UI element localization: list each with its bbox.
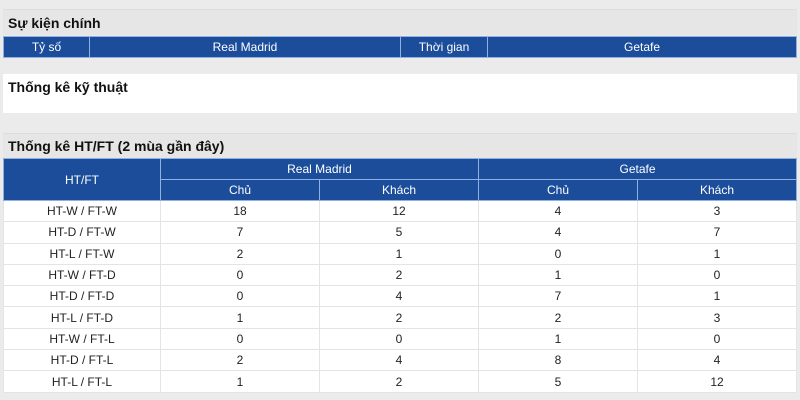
table-row: HT-W / FT-D 0 2 1 0 [3, 263, 797, 287]
col-time: Thời gian [400, 36, 488, 58]
cell-value: 1 [478, 263, 638, 287]
cell-value: 0 [160, 285, 320, 308]
cell-value: 1 [160, 306, 320, 329]
cell-value: 1 [319, 242, 479, 265]
cell-value: 5 [478, 370, 638, 393]
cell-value: 0 [637, 327, 797, 351]
cell-value: 1 [478, 327, 638, 351]
row-label: HT-L / FT-W [3, 242, 161, 265]
cell-value: 7 [637, 221, 797, 244]
cell-value: 4 [637, 349, 797, 372]
cell-value: 4 [478, 199, 638, 223]
sub-away: Khách [319, 179, 479, 201]
row-label: HT-W / FT-L [3, 327, 161, 351]
row-label: HT-L / FT-D [3, 306, 161, 329]
cell-value: 1 [637, 285, 797, 308]
cell-value: 2 [319, 306, 479, 329]
table-row: HT-D / FT-L 2 4 8 4 [3, 349, 797, 372]
col-away-team: Getafe [487, 36, 797, 58]
team-getafe: Getafe [478, 158, 797, 180]
table-row: HT-D / FT-D 0 4 7 1 [3, 285, 797, 308]
cell-value: 3 [637, 306, 797, 329]
cell-value: 8 [478, 349, 638, 372]
row-label: HT-L / FT-L [3, 370, 161, 393]
htft-title: Thống kê HT/FT (2 mùa gần đây) [3, 133, 797, 158]
table-row: HT-L / FT-W 2 1 0 1 [3, 242, 797, 265]
tech-stats-title: Thống kê kỹ thuật [3, 74, 797, 113]
row-label: HT-W / FT-W [3, 199, 161, 223]
row-label: HT-D / FT-D [3, 285, 161, 308]
table-row: HT-W / FT-L 0 0 1 0 [3, 327, 797, 351]
col-score: Tỷ số [3, 36, 90, 58]
cell-value: 2 [160, 242, 320, 265]
sub-home: Chủ [478, 179, 638, 201]
row-label: HT-D / FT-L [3, 349, 161, 372]
cell-value: 12 [319, 199, 479, 223]
cell-value: 3 [637, 199, 797, 223]
cell-value: 0 [319, 327, 479, 351]
table-row: HT-W / FT-W 18 12 4 3 [3, 199, 797, 223]
team-real-madrid: Real Madrid [160, 158, 479, 180]
cell-value: 2 [160, 349, 320, 372]
cell-value: 0 [478, 242, 638, 265]
htft-table: HT/FT Real Madrid Getafe Chủ Khách Chủ K… [3, 158, 797, 393]
cell-value: 5 [319, 221, 479, 244]
cell-value: 0 [160, 263, 320, 287]
cell-value: 1 [160, 370, 320, 393]
table-row: HT-L / FT-D 1 2 2 3 [3, 306, 797, 329]
row-label: HT-W / FT-D [3, 263, 161, 287]
cell-value: 4 [319, 349, 479, 372]
cell-value: 4 [478, 221, 638, 244]
cell-value: 12 [637, 370, 797, 393]
sub-away: Khách [637, 179, 797, 201]
cell-value: 2 [319, 263, 479, 287]
main-events-table: Tỷ số Real Madrid Thời gian Getafe [3, 36, 797, 58]
cell-value: 2 [319, 370, 479, 393]
cell-value: 0 [160, 327, 320, 351]
cell-value: 1 [637, 242, 797, 265]
table-row: HT-D / FT-W 7 5 4 7 [3, 221, 797, 244]
cell-value: 0 [637, 263, 797, 287]
col-htft: HT/FT [3, 158, 161, 201]
row-label: HT-D / FT-W [3, 221, 161, 244]
cell-value: 7 [478, 285, 638, 308]
main-events-title: Sự kiện chính [3, 9, 797, 35]
cell-value: 2 [478, 306, 638, 329]
sub-home: Chủ [160, 179, 320, 201]
cell-value: 18 [160, 199, 320, 223]
cell-value: 4 [319, 285, 479, 308]
cell-value: 7 [160, 221, 320, 244]
table-row: HT-L / FT-L 1 2 5 12 [3, 370, 797, 393]
col-home-team: Real Madrid [89, 36, 401, 58]
